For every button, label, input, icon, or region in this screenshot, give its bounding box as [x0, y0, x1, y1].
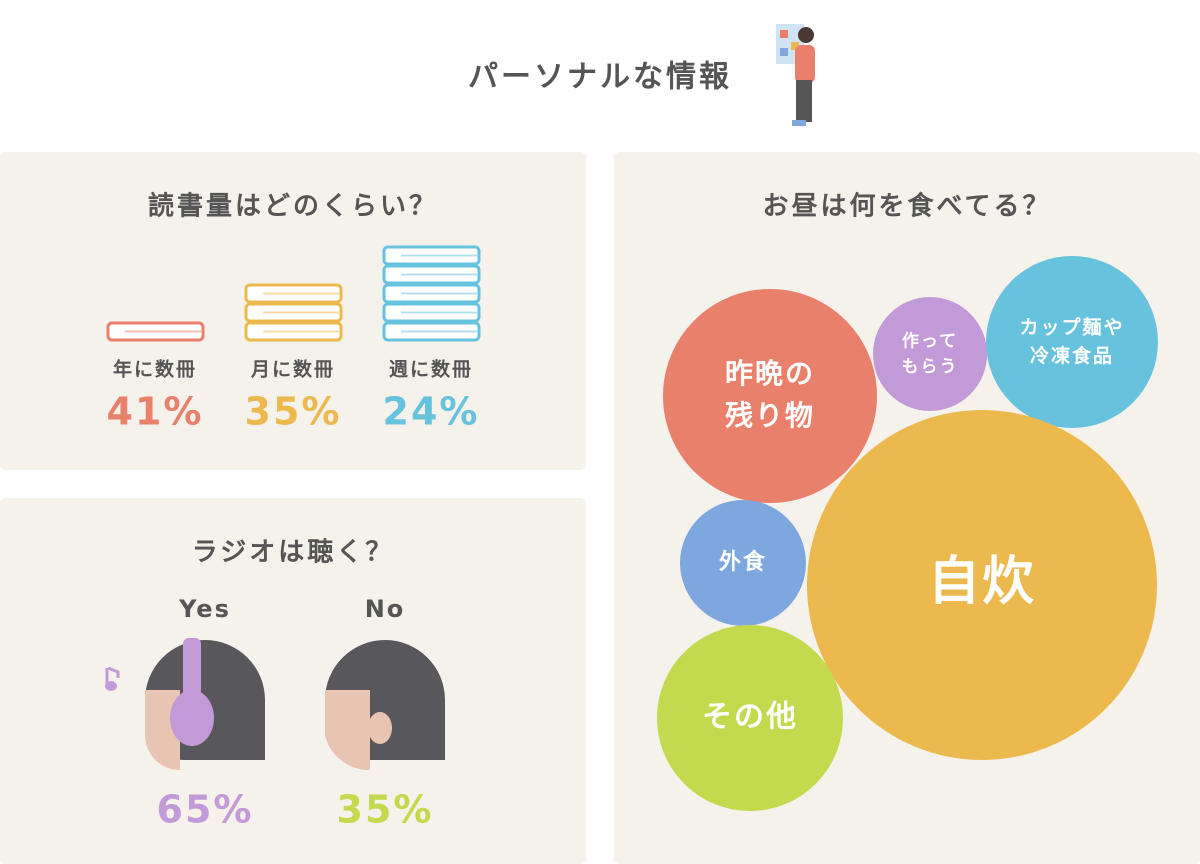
- bubble: [873, 297, 987, 411]
- reading-label: 週に数冊: [389, 358, 473, 381]
- reading-label: 月に数冊: [250, 358, 335, 381]
- person-icon: [776, 24, 815, 126]
- radio-label: No: [365, 595, 406, 623]
- bubble-label: 外食: [719, 549, 767, 575]
- bubble-label: もらう: [902, 357, 959, 377]
- bubble-label: その他: [702, 700, 798, 735]
- radio-title: ラジオは聴く？: [192, 538, 394, 568]
- radio-value: 35%: [337, 788, 434, 832]
- bubble: [986, 256, 1158, 428]
- lunch-title: お昼は何を食べてる？: [763, 191, 1052, 222]
- bubble-label: 作って: [902, 330, 958, 351]
- radio-label: Yes: [178, 595, 231, 623]
- bubble-label: 残り物: [725, 399, 815, 432]
- page-title: パーソナルな情報: [468, 60, 732, 95]
- reading-value: 24%: [383, 390, 480, 434]
- reading-label: 年に数冊: [113, 358, 197, 381]
- bubble: [680, 500, 806, 626]
- bubble-label: 冷凍食品: [1030, 344, 1114, 367]
- reading-value: 35%: [245, 390, 342, 434]
- bubble-label: 自炊: [928, 552, 1036, 612]
- reading-title: 読書量はどのくらい？: [148, 191, 438, 222]
- bubble-label: カップ麺や: [1019, 315, 1124, 338]
- radio-panel: [0, 498, 586, 864]
- bubble: [807, 410, 1157, 760]
- bubble: [657, 625, 843, 811]
- bubble-label: 昨晩の: [725, 357, 815, 390]
- reading-value: 41%: [107, 390, 204, 434]
- heads: [105, 638, 445, 771]
- radio-value: 65%: [157, 788, 254, 832]
- bubble: [663, 289, 877, 503]
